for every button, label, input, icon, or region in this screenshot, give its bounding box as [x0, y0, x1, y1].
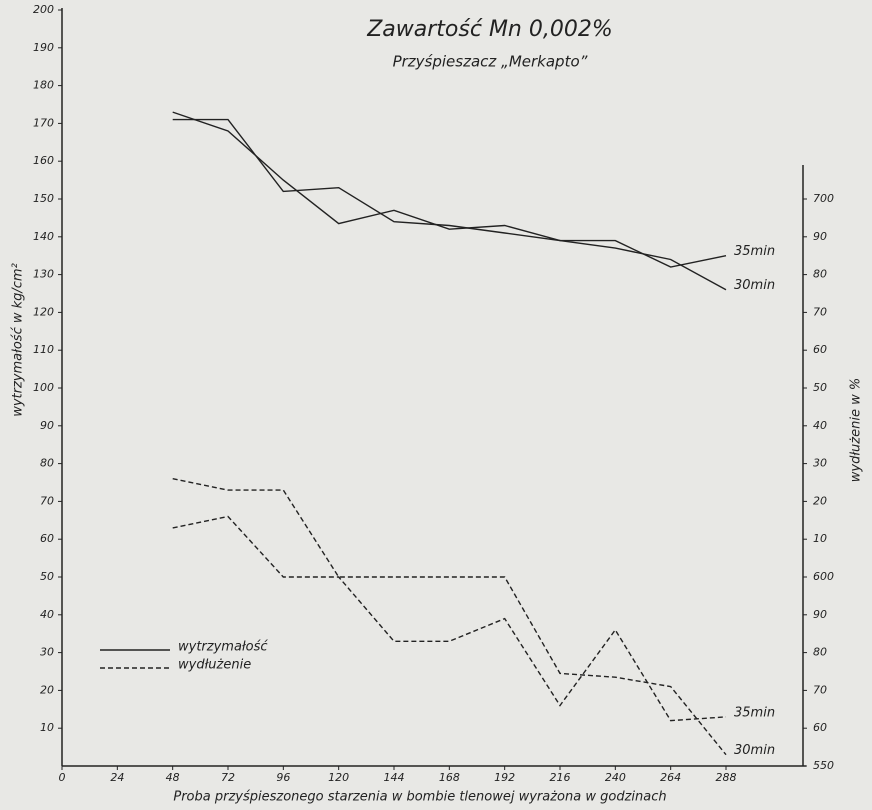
x-tick-label: 288	[716, 771, 737, 784]
chart-title: Zawartość Mn 0,002%	[366, 17, 613, 42]
y-tick-label: 130	[33, 268, 54, 281]
y-tick-label: 30	[40, 646, 54, 659]
y-tick-label: 120	[33, 305, 54, 318]
y-tick-label: 40	[40, 608, 54, 621]
y-tick-label: 10	[40, 721, 54, 734]
y2-tick-label: 90	[813, 230, 827, 243]
y-tick-label: 160	[33, 154, 54, 167]
y-tick-label: 110	[33, 343, 54, 356]
y2-tick-label: 20	[813, 494, 827, 507]
series-line	[172, 118, 727, 291]
x-tick-label: 96	[276, 771, 290, 784]
y-axis-label: wytrzymałość w kg/cm²	[11, 263, 26, 417]
series-end-label: 30min	[734, 278, 775, 293]
series-end-label: 30min	[734, 743, 775, 758]
y2-tick-label: 80	[813, 646, 827, 659]
y-tick-label: 80	[40, 457, 54, 470]
x-tick-label: 48	[166, 771, 180, 784]
y2-tick-label: 550	[813, 759, 834, 772]
x-tick-label: 192	[494, 771, 515, 784]
y-tick-label: 70	[40, 494, 54, 507]
x-tick-label: 168	[439, 771, 460, 784]
legend-label: wytrzymałość	[178, 640, 268, 655]
x-tick-label: 0	[59, 771, 66, 784]
y-tick-label: 180	[33, 79, 54, 92]
y2-tick-label: 10	[813, 532, 827, 545]
y-tick-label: 170	[33, 116, 54, 129]
y-tick-label: 140	[33, 230, 54, 243]
x-tick-label: 144	[384, 771, 405, 784]
x-tick-label: 120	[328, 771, 349, 784]
y-tick-label: 20	[40, 683, 54, 696]
y2-tick-label: 60	[813, 721, 827, 734]
series-end-label: 35min	[734, 244, 775, 259]
y2-tick-label: 700	[813, 192, 834, 205]
y2-tick-label: 50	[813, 381, 827, 394]
series-line	[172, 515, 727, 722]
y-tick-label: 150	[33, 192, 54, 205]
y2-tick-label: 70	[813, 305, 827, 318]
legend-label: wydłużenie	[178, 658, 251, 673]
chart-subtitle: Przyśpieszacz „Merkapto”	[393, 53, 588, 71]
series-line	[172, 478, 727, 756]
x-tick-label: 72	[221, 771, 235, 784]
x-tick-label: 240	[605, 771, 626, 784]
y2-tick-label: 70	[813, 683, 827, 696]
y2-tick-label: 30	[813, 457, 827, 470]
y-tick-label: 50	[40, 570, 54, 583]
y2-tick-label: 40	[813, 419, 827, 432]
y2-tick-label: 600	[813, 570, 834, 583]
x-tick-label: 216	[550, 771, 571, 784]
y-tick-label: 190	[33, 41, 54, 54]
y-tick-label: 100	[33, 381, 54, 394]
series-end-label: 35min	[734, 705, 775, 720]
x-tick-label: 24	[110, 771, 124, 784]
y-tick-label: 60	[40, 532, 54, 545]
y2-axis-label: wydłużenie w %	[849, 378, 864, 482]
y-tick-label: 200	[33, 3, 54, 16]
y2-tick-label: 80	[813, 268, 827, 281]
x-axis-label: Proba przyśpieszonego starzenia w bombie…	[173, 790, 666, 805]
y-tick-label: 90	[40, 419, 54, 432]
y2-tick-label: 60	[813, 343, 827, 356]
y2-tick-label: 90	[813, 608, 827, 621]
series-line	[172, 111, 727, 268]
x-tick-label: 264	[660, 771, 681, 784]
